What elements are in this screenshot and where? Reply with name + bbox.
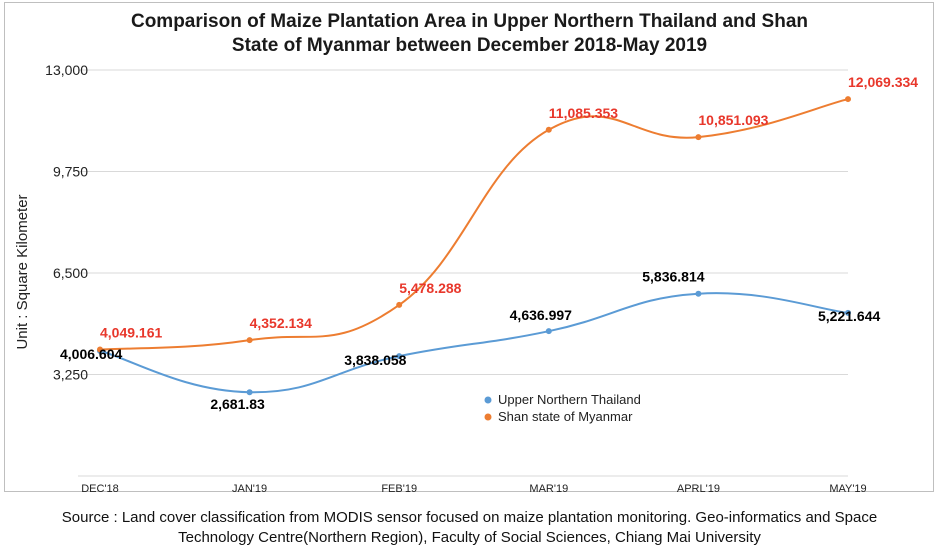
data-point — [396, 353, 403, 360]
x-tick-label: MAY'19 — [829, 483, 866, 495]
data-point — [845, 96, 851, 103]
data-label: 5,478.288 — [399, 280, 461, 296]
series-line-shan-state — [99, 98, 849, 351]
data-label: 10,851.093 — [698, 112, 768, 128]
y-tick-label: 9,750 — [53, 164, 88, 180]
y-axis-title: Unit : Square Kilometer — [14, 194, 31, 349]
chart-frame — [4, 2, 934, 492]
data-point — [695, 290, 702, 297]
x-tick-label: JAN'19 — [232, 483, 267, 495]
x-tick-label: MAR'19 — [529, 483, 568, 495]
series-line-upper-northern-thailand — [99, 292, 849, 394]
source-line-1: Source : Land cover classification from … — [61, 509, 878, 526]
data-point — [396, 301, 403, 308]
legend-marker — [484, 413, 492, 421]
chart-title-line-2: State of Myanmar between December 2018-M… — [231, 35, 708, 56]
y-tick-label: 3,250 — [53, 367, 88, 383]
data-label: 5,221.644 — [818, 308, 880, 324]
data-label: 3,838.058 — [344, 352, 406, 368]
y-tick-label: 6,500 — [53, 265, 88, 281]
x-tick-label: DEC'18 — [81, 483, 119, 495]
data-label: 12,069.334 — [848, 74, 918, 90]
data-label: 11,085.353 — [549, 105, 619, 121]
data-point — [246, 337, 253, 344]
legend-marker — [484, 396, 492, 404]
y-tick-label: 13,000 — [45, 62, 88, 78]
data-label: 4,636.997 — [510, 307, 572, 323]
chart-title-line-1: Comparison of Maize Plantation Area in U… — [130, 11, 809, 32]
chart-title: Comparison of Maize Plantation Area in U… — [0, 10, 939, 58]
legend-label: Upper Northern Thailand — [498, 392, 641, 407]
data-point — [545, 328, 552, 335]
data-label: 4,049.161 — [100, 325, 162, 341]
data-label: 4,352.134 — [250, 315, 312, 331]
data-label: 2,681.83 — [210, 396, 265, 412]
data-point — [246, 389, 253, 396]
line-chart: 3,250 6,500 9,750 13,000 DEC'18 JAN'19 FEB'19 M… — [14, 62, 918, 495]
data-point — [97, 346, 103, 353]
data-label: 5,836.814 — [642, 269, 704, 285]
data-label: 4,006.604 — [60, 346, 122, 362]
data-point — [845, 309, 851, 316]
x-tick-label: APRL'19 — [677, 483, 720, 495]
legend-label: Shan state of Myanmar — [498, 409, 633, 424]
data-point — [545, 126, 552, 133]
data-point — [695, 134, 702, 141]
source-line-2: Technology Centre(Northern Region), Facu… — [178, 529, 761, 546]
x-tick-label: FEB'19 — [381, 483, 417, 495]
source-note: Source : Land cover classification from … — [0, 508, 939, 548]
